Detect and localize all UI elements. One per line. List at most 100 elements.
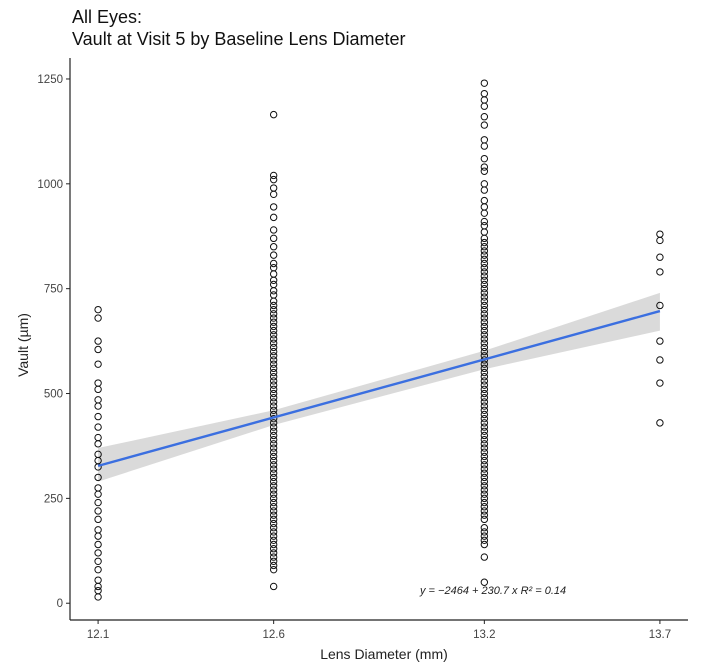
data-point xyxy=(269,561,278,570)
data-point xyxy=(480,448,489,456)
data-point xyxy=(269,226,278,234)
data-point xyxy=(656,356,664,364)
data-point xyxy=(94,593,102,601)
data-point xyxy=(480,423,489,431)
data-point xyxy=(480,203,489,211)
data-point xyxy=(269,490,278,498)
x-tick-label: 12.6 xyxy=(262,629,284,641)
data-point xyxy=(269,352,278,360)
data-point xyxy=(269,511,278,519)
data-point xyxy=(94,305,102,314)
data-point xyxy=(94,433,102,442)
data-point xyxy=(480,154,489,163)
data-point xyxy=(269,528,278,536)
data-point xyxy=(480,113,489,121)
data-point xyxy=(94,549,102,557)
data-point xyxy=(269,461,278,469)
data-point xyxy=(269,431,278,440)
data-point xyxy=(269,444,278,452)
data-point xyxy=(656,337,664,345)
data-point xyxy=(94,507,102,515)
data-point xyxy=(480,264,489,272)
data-point xyxy=(269,540,278,549)
data-point xyxy=(480,326,489,335)
data-point xyxy=(269,473,278,482)
data-point xyxy=(480,209,489,217)
data-point xyxy=(480,440,489,448)
data-point xyxy=(480,398,489,406)
data-point xyxy=(480,297,489,305)
data-point xyxy=(480,498,489,507)
data-point xyxy=(269,190,278,199)
data-point xyxy=(480,339,489,347)
data-point xyxy=(480,289,489,297)
data-point xyxy=(480,578,489,586)
data-point xyxy=(94,337,102,345)
data-point xyxy=(269,203,278,211)
data-point xyxy=(94,532,102,540)
data-point xyxy=(480,280,489,289)
data-point xyxy=(480,186,489,194)
data-point xyxy=(480,524,489,532)
data-point xyxy=(94,557,102,565)
data-point xyxy=(480,469,489,477)
y-tick-label: 1250 xyxy=(37,74,63,86)
data-point xyxy=(480,276,489,284)
data-point xyxy=(269,314,278,322)
data-point xyxy=(269,427,278,435)
data-point xyxy=(480,373,489,381)
data-point xyxy=(656,301,664,310)
data-point xyxy=(480,507,489,515)
data-point xyxy=(480,196,489,205)
data-point xyxy=(269,515,278,524)
data-point xyxy=(269,270,278,278)
regression-line xyxy=(97,309,661,468)
data-point xyxy=(269,553,278,561)
data-point xyxy=(269,373,278,381)
data-point xyxy=(269,335,278,343)
data-point xyxy=(480,377,489,385)
data-point xyxy=(94,396,102,404)
y-tick-label: 750 xyxy=(44,284,63,296)
data-point xyxy=(656,268,664,276)
data-point xyxy=(269,498,278,507)
data-point xyxy=(269,536,278,545)
data-point xyxy=(656,253,664,261)
data-point xyxy=(480,163,489,171)
data-point xyxy=(269,385,278,394)
data-point xyxy=(480,284,489,293)
data-point xyxy=(269,301,278,310)
data-point xyxy=(269,549,278,557)
data-point xyxy=(480,536,489,545)
data-point xyxy=(269,368,278,377)
data-point xyxy=(480,381,489,389)
data-point xyxy=(480,385,489,394)
data-point xyxy=(269,287,278,295)
data-point xyxy=(269,582,278,591)
x-axis-label: Lens Diameter (mm) xyxy=(320,646,448,662)
data-point xyxy=(269,310,278,318)
data-point xyxy=(269,486,278,494)
data-point xyxy=(480,347,489,356)
data-point xyxy=(269,347,278,356)
data-point xyxy=(269,343,278,352)
data-point xyxy=(269,377,278,385)
data-point xyxy=(269,280,278,289)
data-point xyxy=(269,110,278,119)
data-point xyxy=(480,268,489,276)
data-point xyxy=(656,379,664,387)
data-point xyxy=(480,247,489,255)
data-point xyxy=(480,360,489,368)
data-point xyxy=(269,440,278,448)
data-point xyxy=(94,484,102,492)
x-tick-label: 13.2 xyxy=(473,629,495,641)
data-point xyxy=(269,507,278,515)
data-point xyxy=(656,236,664,245)
data-point xyxy=(269,419,278,427)
plot-area: 0 250 500 750 1000 1250 12.1 12.6 13.2 13.7 xyxy=(37,58,688,641)
data-point xyxy=(269,171,278,180)
data-point xyxy=(269,435,278,444)
data-point xyxy=(480,364,489,373)
confidence-band xyxy=(98,292,660,482)
